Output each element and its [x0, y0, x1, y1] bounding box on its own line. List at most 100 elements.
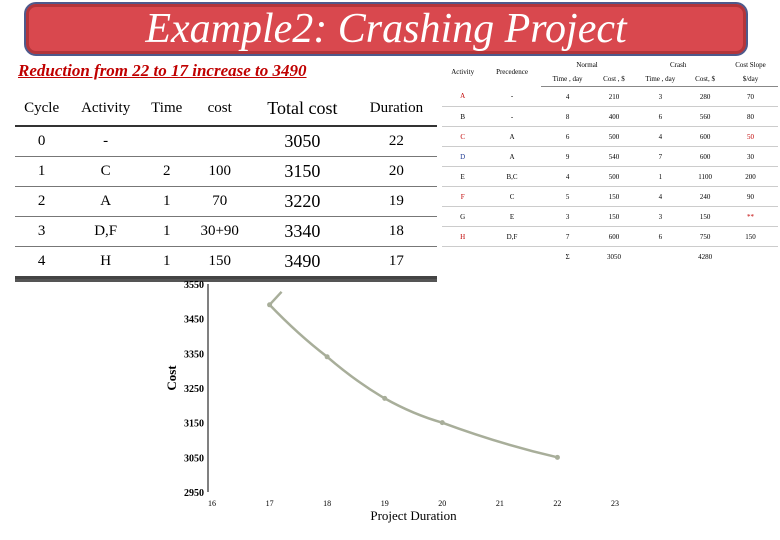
table-row: H D,F 7 600 6 750 150: [442, 226, 778, 247]
header-slope-unit: $/day: [722, 72, 778, 87]
cell-normal-cost: 150: [594, 206, 634, 227]
cycle-table-header: Cycle Activity Time cost Total cost Dura…: [15, 92, 437, 127]
cell-crash-time: 4: [633, 186, 688, 207]
cell-precedence: A: [483, 146, 541, 167]
cell-cycle: 1: [15, 156, 69, 187]
header-cost-slope: Cost Slope: [735, 61, 766, 69]
cell-cost: 150: [190, 246, 249, 279]
cell-cost: [190, 126, 249, 157]
cell-normal-cost: 210: [594, 86, 634, 107]
cell-normal-time: 5: [540, 186, 595, 207]
total-label: Σ: [565, 252, 570, 261]
cell-precedence: -: [483, 106, 541, 127]
cell-crash-cost: 600: [687, 146, 723, 167]
cell-normal-cost: 600: [594, 226, 634, 247]
x-tick-label: 17: [266, 499, 274, 508]
cycle-table: Cycle Activity Time cost Total cost Dura…: [15, 92, 437, 279]
cell-crash-time: 1: [633, 166, 688, 187]
total-normal-cost: 3050: [606, 252, 621, 261]
cell-activity: -: [68, 126, 144, 157]
header-normal-cost: Cost , $: [594, 72, 634, 87]
cell-activity: C: [68, 156, 144, 187]
cell-total-cost: 3150: [248, 156, 356, 187]
cell-total-cost: 3340: [248, 216, 356, 247]
title-banner: Example2: Crashing Project: [24, 2, 748, 56]
activity-table: Activity Precedence Normal Crash Cost Sl…: [442, 58, 778, 266]
y-tick-label: 3250: [184, 384, 204, 395]
y-axis-label: Cost: [164, 365, 179, 391]
cell-crash-cost: 1100: [687, 166, 723, 187]
table-row: C A 6 500 4 600 50: [442, 126, 778, 147]
cell-normal-time: 7: [540, 226, 595, 247]
cell-duration: 20: [355, 156, 437, 187]
table-row: A - 4 210 3 280 70: [442, 86, 778, 107]
cell-slope: 70: [722, 86, 778, 107]
cell-activity: D,F: [68, 216, 144, 247]
header-crash-cost: Cost, $: [687, 72, 723, 87]
cell-crash-cost: 150: [687, 206, 723, 227]
cell-precedence: B,C: [483, 166, 541, 187]
cell-duration: 18: [355, 216, 437, 247]
header-cycle: Cycle: [15, 92, 69, 127]
table-row: F C 5 150 4 240 90: [442, 186, 778, 207]
cell-normal-cost: 500: [594, 126, 634, 147]
cell-slope: 50: [722, 126, 778, 147]
cell-activity: F: [442, 186, 484, 207]
header-total-cost: Total cost: [248, 92, 356, 127]
cell-normal-time: 3: [540, 206, 595, 227]
table-row: G E 3 150 3 150 **: [442, 206, 778, 227]
cell-crash-cost: 280: [687, 86, 723, 107]
y-tick-label: 3350: [184, 349, 204, 360]
cell-activity: B: [442, 106, 484, 127]
table-row: 2 A 1 70 3220 19: [15, 186, 437, 217]
cell-cost: 100: [190, 156, 249, 187]
series-line: [267, 290, 558, 459]
cell-crash-cost: 240: [687, 186, 723, 207]
data-point: [382, 395, 388, 401]
activity-table-subheader: Time , day Cost , $ Time , day Cost, $ $…: [442, 72, 778, 87]
cell-normal-cost: 500: [594, 166, 634, 187]
cell-slope: 80: [722, 106, 778, 127]
x-tick-label: 20: [438, 499, 446, 508]
header-activity: Activity: [68, 92, 144, 127]
x-tick-label: 22: [553, 499, 561, 508]
header-cost: cost: [190, 92, 249, 127]
y-tick-label: 3550: [184, 280, 204, 291]
table-row: 0 - 3050 22: [15, 126, 437, 157]
cell-time: 2: [143, 156, 191, 187]
cell-activity: A: [442, 86, 484, 107]
cell-crash-time: 3: [633, 206, 688, 227]
cell-precedence: E: [483, 206, 541, 227]
x-tick-label: 16: [208, 499, 216, 508]
x-tick-label: 18: [323, 499, 331, 508]
y-tick-label: 3050: [184, 453, 204, 464]
cell-time: 1: [143, 216, 191, 247]
table-row: E B,C 4 500 1 1100 200: [442, 166, 778, 187]
cell-slope: 150: [722, 226, 778, 247]
cell-crash-time: 3: [633, 86, 688, 107]
cell-normal-cost: 540: [594, 146, 634, 167]
header-crash-time: Time , day: [633, 72, 688, 87]
header-duration: Duration: [355, 92, 437, 127]
total-row: Σ 3050 4280: [442, 247, 778, 267]
cell-activity: G: [442, 206, 484, 227]
cell-cycle: 4: [15, 246, 69, 279]
cell-slope: **: [722, 206, 778, 227]
cell-normal-time: 4: [540, 86, 595, 107]
total-crash-cost: 4280: [698, 252, 713, 261]
cell-cost: 70: [190, 186, 249, 217]
table-row: 4 H 1 150 3490 17: [15, 246, 437, 279]
header-activity: Activity: [451, 68, 475, 77]
header-time: Time: [143, 92, 191, 127]
y-tick-labels: 2950 3050 3150 3250 3350 3450 3550: [184, 280, 204, 499]
cell-time: 1: [143, 186, 191, 217]
x-tick-labels: 16 17 18 19 20 21 22 23: [208, 499, 619, 508]
header-normal-time: Time , day: [540, 72, 595, 87]
cell-cycle: 0: [15, 126, 69, 157]
page-title: Example2: Crashing Project: [145, 6, 627, 52]
cell-crash-cost: 560: [687, 106, 723, 127]
cell-normal-time: 4: [540, 166, 595, 187]
table-row: 1 C 2 100 3150 20: [15, 156, 437, 187]
cell-precedence: C: [483, 186, 541, 207]
header-crash: Crash: [670, 61, 687, 69]
